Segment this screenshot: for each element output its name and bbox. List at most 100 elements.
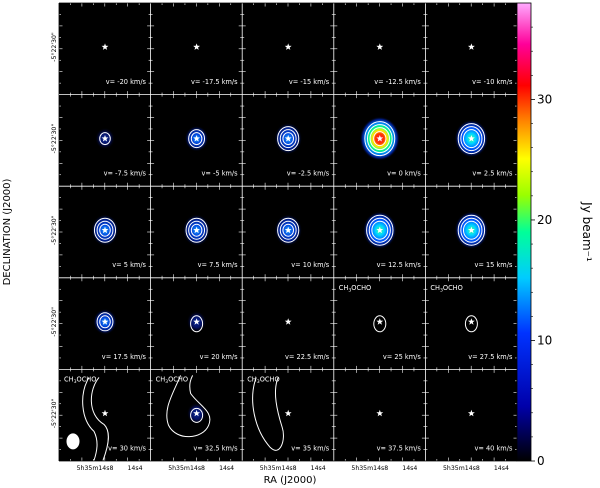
panel-background [242, 277, 334, 370]
axes-frame: -5°22'30" -5°22'30" -5°22'30" -5°22'30" -5°2… [50, 2, 518, 472]
species-label: CH3OCHO [339, 284, 371, 294]
contour-lines [464, 315, 478, 333]
channel-panel: v= -20 km/s [59, 3, 151, 95]
contour-lines [93, 217, 117, 243]
colorbar-label: Jy beam⁻¹ [580, 201, 594, 262]
panel-background [242, 369, 334, 461]
contour-lines [99, 132, 111, 146]
contour-ring [279, 129, 297, 149]
contour-lines [373, 315, 387, 333]
contour-ring [373, 315, 387, 333]
dec-tick-label: -5°22'30" [50, 215, 58, 245]
ra-tick-label: 14s4 [311, 465, 326, 472]
contour-ring [462, 220, 480, 240]
contour-ring [166, 375, 211, 438]
channel-panel: v= 32.5 km/s CH3OCHO [150, 369, 243, 461]
species-label: CH3OCHO [64, 375, 96, 385]
contour-lines [364, 121, 396, 157]
contour-ring [364, 121, 396, 157]
velocity-label: v= 32.5 km/s [193, 444, 238, 452]
contour-ring [282, 132, 294, 146]
ra-tick-label: 5h35m14s8 [351, 465, 388, 472]
contour-ring [190, 407, 204, 423]
channel-panel: v= 17.5 km/s [59, 277, 151, 370]
star-icon [193, 43, 201, 50]
contour-ring [366, 214, 394, 246]
velocity-label: v= -2.5 km/s [287, 170, 330, 178]
contour-ring [252, 377, 284, 451]
velocity-label: v= 5 km/s [112, 261, 146, 269]
star-icon [101, 43, 109, 50]
panel-ticks [333, 186, 426, 278]
velocity-label: v= -20 km/s [106, 78, 147, 86]
channel-panel: v= 35 km/s CH3OCHO [242, 369, 334, 461]
panel-ticks [242, 369, 334, 461]
star-icon [284, 135, 292, 142]
species-label: CH3OCHO [430, 284, 462, 294]
colorbar [516, 2, 532, 462]
colorbar-tick-label: 10 [537, 333, 552, 347]
ra-tick-label: 14s4 [127, 465, 142, 472]
contour-ring [96, 220, 114, 240]
star-icon [193, 409, 201, 417]
velocity-label: v= -15 km/s [289, 78, 330, 86]
star-icon [376, 226, 384, 234]
velocity-label: v= 7.5 km/s [198, 261, 239, 269]
velocity-label: v= -7.5 km/s [104, 170, 147, 178]
channel-panel: v= 25 km/s CH3OCHO [333, 277, 426, 370]
velocity-label: v= 15 km/s [474, 261, 512, 269]
contour-ring [460, 126, 483, 152]
contour-lines [166, 375, 211, 438]
contour-ring [464, 315, 478, 333]
contour-ring [369, 127, 390, 151]
channel-panel: v= -10 km/s [425, 3, 517, 95]
species-label: CH3OCHO [156, 375, 188, 385]
star-icon [193, 226, 201, 234]
contour-ring [277, 217, 300, 243]
panel-ticks [59, 186, 151, 278]
velocity-label: v= -5 km/s [202, 170, 239, 178]
channel-panel: v= -15 km/s [242, 3, 334, 95]
velocity-label: v= -17.5 km/s [191, 78, 238, 86]
contour-ring [93, 217, 117, 243]
contour-lines [277, 126, 300, 152]
channel-panel: v= -12.5 km/s [333, 3, 426, 95]
x-axis-label: RA (J2000) [264, 475, 317, 486]
contour-ring [371, 220, 389, 240]
panel-ticks [242, 277, 334, 370]
channel-panel: v= 12.5 km/s [333, 186, 426, 278]
velocity-label: v= 17.5 km/s [102, 353, 147, 361]
contour-ring [188, 129, 206, 149]
channel-panel: v= -7.5 km/s [59, 94, 151, 187]
contour-ring [277, 126, 300, 152]
contour-lines [252, 377, 284, 451]
dec-tick-label: -5°22'30" [50, 32, 58, 62]
channel-panel: v= -5 km/s [150, 94, 243, 187]
contour-ring [185, 217, 208, 243]
y-axis-label: DECLINATION (J2000) [2, 178, 13, 285]
panel-background [150, 3, 243, 95]
contour-ring [279, 220, 297, 240]
channel-panel: v= 0 km/s [333, 94, 426, 187]
channel-panel: v= 7.5 km/s [150, 186, 243, 278]
velocity-label: v= 40 km/s [474, 444, 512, 452]
star-icon [376, 409, 384, 417]
contour-ring [373, 131, 387, 147]
contour-ring [190, 132, 203, 146]
panel-background [333, 277, 426, 370]
channel-panel: v= 30 km/s CH3OCHO [59, 369, 151, 461]
velocity-label: v= 37.5 km/s [377, 444, 422, 452]
channel-panels: v= -20 km/s v= -17.5 km/s v= -15 km/s v= -1… [59, 3, 517, 461]
star-icon [284, 318, 292, 325]
star-icon [284, 43, 292, 50]
ra-tick-label: 5h35m14s8 [260, 465, 297, 472]
velocity-label: v= 22.5 km/s [285, 353, 330, 361]
panel-background [59, 3, 151, 95]
dec-tick-label: -5°22'30" [50, 124, 58, 154]
star-icon [284, 226, 292, 234]
panel-background [425, 369, 517, 461]
panel-background [425, 3, 517, 95]
star-icon [467, 135, 475, 142]
panel-background [333, 369, 426, 461]
